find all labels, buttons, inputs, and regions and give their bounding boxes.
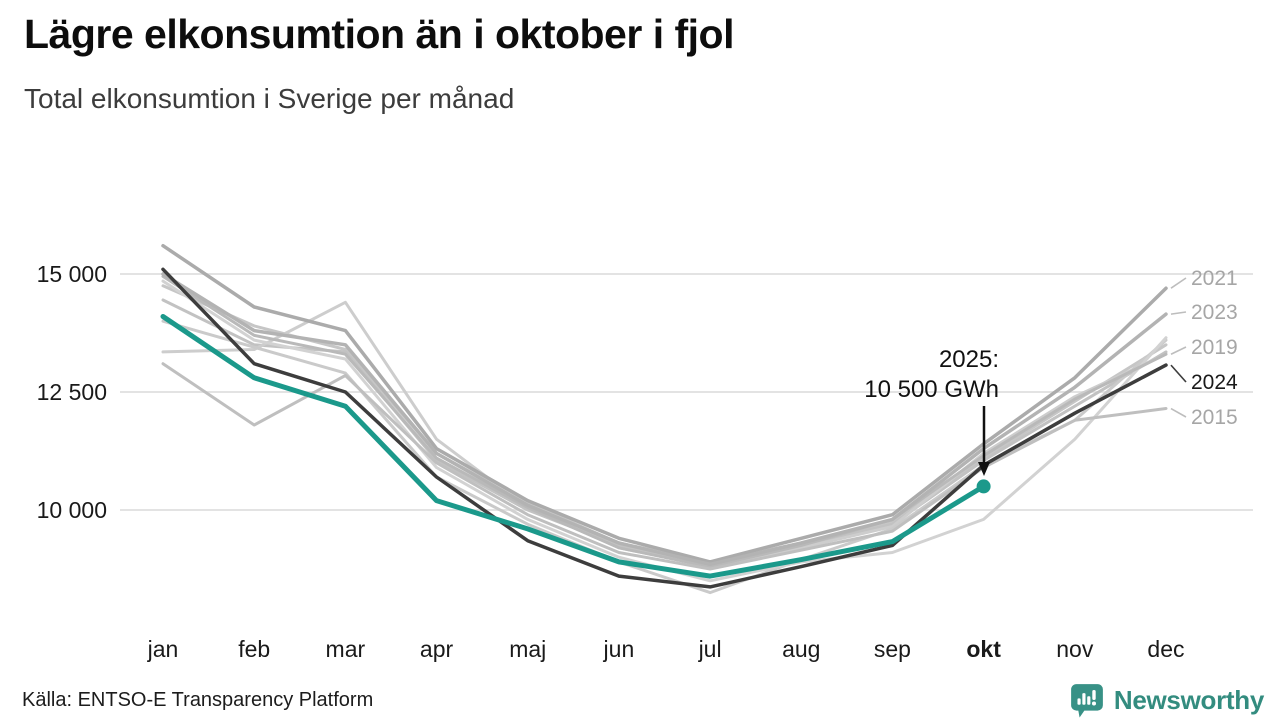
x-tick-label-nov: nov [1056, 636, 1094, 662]
annotation-arrow-head [978, 462, 990, 476]
label-leader-2024 [1170, 364, 1187, 383]
source-note: Källa: ENTSO-E Transparency Platform [22, 689, 374, 711]
series-label-2023: 2023 [1191, 301, 1238, 324]
x-tick-label-jul: jul [698, 636, 722, 662]
series-label-2015: 2015 [1191, 406, 1238, 429]
x-tick-label-jun: jun [603, 636, 635, 662]
newsworthy-wordmark: Newsworthy [1113, 684, 1264, 715]
label-leader-2021 [1170, 277, 1187, 289]
chart-header: Lägre elkonsumtion än i oktober i fjol T… [24, 10, 734, 115]
series-line-2019 [161, 274, 1168, 569]
y-tick-label: 15 000 [37, 261, 107, 287]
label-leader-2023 [1170, 311, 1187, 315]
newsworthy-logo-icon [1069, 682, 1105, 718]
series-line-2023 [161, 272, 1168, 567]
series-line-2022 [161, 279, 1168, 583]
x-tick-label-dec: dec [1147, 636, 1184, 662]
series-line-2024 [161, 267, 1168, 589]
x-tick-label-sep: sep [874, 636, 911, 662]
newsworthy-logo: Newsworthy [1069, 682, 1264, 718]
series-line-2015 [161, 362, 1168, 571]
highlight-point-2025 [976, 479, 991, 494]
series-label-2019: 2019 [1191, 336, 1238, 359]
series-label-2021: 2021 [1191, 267, 1238, 290]
x-tick-label-aug: aug [782, 636, 820, 662]
annotation-line: 10 500 GWh [864, 376, 999, 403]
x-tick-label-feb: feb [238, 636, 270, 662]
series-label-2024: 2024 [1191, 371, 1238, 394]
x-tick-label-jan: jan [147, 636, 179, 662]
x-tick-label-apr: apr [420, 636, 454, 662]
label-leader-2019 [1170, 346, 1187, 355]
y-tick-label: 12 500 [37, 379, 107, 405]
annotation-line: 2025: [939, 346, 999, 373]
x-tick-label-okt: okt [966, 636, 1001, 662]
label-leader-2015 [1170, 407, 1187, 418]
x-tick-label-mar: mar [326, 636, 366, 662]
page-title: Lägre elkonsumtion än i oktober i fjol [24, 11, 734, 57]
page-subtitle: Total elkonsumtion i Sverige per månad [24, 83, 515, 115]
series-line-2025 [160, 314, 987, 579]
series-line-2021 [161, 243, 1168, 564]
y-tick-label: 10 000 [37, 497, 107, 523]
x-tick-label-maj: maj [509, 636, 546, 662]
series-line-2016 [161, 284, 1168, 564]
